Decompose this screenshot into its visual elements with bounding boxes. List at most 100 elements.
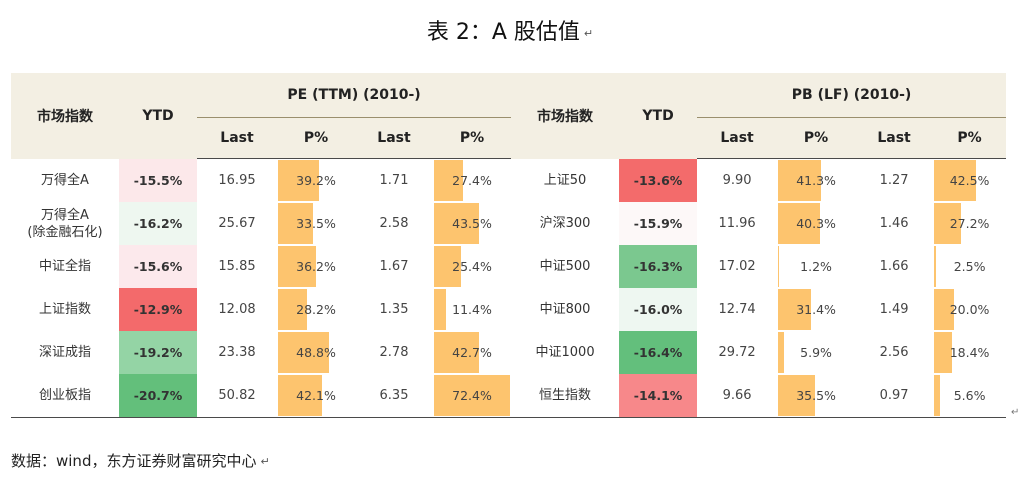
right-first-pct-cell-fill — [778, 203, 821, 244]
left-index-name: 中证全指 — [38, 259, 91, 274]
left-ytd-cell: -19.2% — [119, 331, 197, 374]
second-pct-cell-value: 72.4% — [452, 387, 492, 403]
pe-last-cell: 16.95 — [218, 173, 256, 188]
pb-pct-cell: 27.2% — [933, 202, 1006, 245]
right-first-pct-cell: 5.9% — [777, 331, 855, 374]
right-first-pct-cell-fill — [778, 246, 780, 287]
second-pct-cell-fill — [434, 375, 510, 416]
second-pct-cell: 27.4% — [433, 159, 511, 203]
pe-pct-cell-fill — [278, 160, 319, 201]
right-ytd-cell: -16.4% — [619, 331, 698, 374]
source-text: 数据：wind，东方证券财富研究中心 — [11, 452, 257, 470]
second-pct-cell-fill — [434, 160, 463, 201]
right-index-name: 恒生指数 — [511, 374, 620, 418]
left-ytd-cell: -15.5% — [119, 158, 197, 202]
right-first-pct-cell-fill — [778, 160, 822, 201]
second-pct-cell-value: 11.4% — [452, 301, 492, 317]
left-index-name: 万得全A — [41, 172, 89, 188]
pb-last-cell: 2.56 — [879, 345, 909, 360]
left-ytd-cell: -16.2% — [119, 202, 197, 245]
source-note: 数据：wind，东方证券财富研究中心 ↵ — [11, 450, 270, 471]
second-pct-cell-value: 27.4% — [452, 172, 492, 188]
second-last-cell: 1.71 — [379, 173, 409, 188]
left-index-name: 深证成指 — [38, 345, 91, 360]
right-ytd-cell: -16.0% — [619, 288, 698, 331]
second-pct-cell: 25.4% — [433, 245, 511, 288]
pe-pct-cell-value: 39.2% — [296, 172, 336, 188]
header-pct: P% — [277, 117, 355, 159]
right-first-pct-cell-fill — [778, 375, 816, 416]
pb-last-cell: 1.27 — [879, 173, 909, 188]
second-last-cell: 2.78 — [379, 345, 409, 360]
right-first-pct-cell-value: 5.9% — [800, 344, 832, 360]
right-first-pct-cell: 40.3% — [777, 202, 855, 245]
table-row: 万得全A (除金融石化) -16.2% 25.67 33.5% 2.58 43.5% 沪深3… — [11, 202, 1006, 245]
pb-pct-cell-value: 18.4% — [949, 344, 990, 360]
header-last: Last — [855, 117, 934, 159]
pe-pct-cell-fill — [278, 203, 313, 244]
pe-pct-cell: 36.2% — [277, 245, 355, 288]
pb-pct-cell-value: 27.2% — [949, 215, 990, 231]
pe-pct-cell-value: 36.2% — [296, 258, 336, 274]
second-pct-cell-value: 42.7% — [452, 344, 492, 360]
left-ytd-cell: -12.9% — [119, 288, 197, 331]
table-body: 万得全A -15.5% 16.95 39.2% 1.71 27.4% 上证50 -13.6% 9… — [11, 158, 1007, 418]
pb-last-cell: 1.66 — [879, 259, 909, 274]
table-row: 万得全A -15.5% 16.95 39.2% 1.71 27.4% 上证50 -13.6% 9… — [11, 158, 1006, 203]
second-pct-cell-fill — [434, 289, 446, 330]
right-index-name: 上证50 — [543, 172, 587, 188]
right-first-last-cell: 9.66 — [697, 374, 778, 418]
right-first-pct-cell: 31.4% — [777, 288, 855, 331]
right-index-name: 中证500 — [539, 259, 591, 274]
pb-pct-cell-value: 20.0% — [949, 301, 990, 317]
header-pb-group-right: PB (LF) (2010-) — [697, 73, 1007, 118]
table-row: 深证成指 -19.2% 23.38 48.8% 2.78 42.7% 中证1000 -16.4… — [11, 331, 1006, 374]
pb-pct-cell-fill — [934, 289, 954, 330]
right-first-pct-cell: 41.3% — [777, 159, 855, 203]
left-index-name: 创业板指 — [11, 374, 119, 418]
pe-pct-cell: 33.5% — [277, 202, 355, 245]
right-first-pct-cell-fill — [778, 332, 785, 373]
header-last: Last — [197, 117, 277, 159]
second-pct-cell: 11.4% — [433, 288, 511, 331]
second-pct-cell-value: 25.4% — [452, 258, 492, 274]
table-title: 表 2：A 股估值 ↵ — [0, 14, 1020, 46]
right-index-name: 沪深300 — [539, 216, 591, 231]
left-ytd-cell: -20.7% — [119, 374, 197, 418]
second-pct-cell-fill — [434, 203, 480, 244]
second-last-cell: 2.58 — [379, 216, 409, 231]
table-row: 创业板指 -20.7% 50.82 42.1% 6.35 72.4% 恒生指数 -14.1% 9… — [11, 374, 1007, 418]
right-first-pct-cell-fill — [778, 289, 811, 330]
header-index-left: 市场指数 — [11, 73, 119, 159]
header-pe-group-left: PE (TTM) (2010-) — [197, 73, 512, 118]
right-first-pct-cell: 35.5% — [777, 374, 856, 418]
second-pct-cell-value: 43.5% — [452, 215, 492, 231]
header-pct: P% — [777, 117, 856, 159]
pe-pct-cell-fill — [278, 289, 308, 330]
pe-last-cell: 25.67 — [218, 216, 256, 231]
right-ytd-cell: -13.6% — [619, 158, 698, 202]
header-ytd-left: YTD — [119, 73, 197, 159]
pe-pct-cell-fill — [278, 332, 329, 373]
pe-pct-cell-fill — [278, 375, 322, 416]
pe-pct-cell-value: 33.5% — [296, 215, 336, 231]
table-row: 中证全指 -15.6% 15.85 36.2% 1.67 25.4% 中证500 -16.3%… — [11, 245, 1006, 288]
pe-pct-cell: 39.2% — [277, 159, 355, 203]
pb-pct-cell: 2.5% — [933, 245, 1006, 288]
table-row: 上证指数 -12.9% 12.08 28.2% 1.35 11.4% 中证800 -16.0%… — [11, 288, 1006, 331]
second-last-cell: 1.35 — [379, 302, 409, 317]
right-index-name: 中证1000 — [535, 345, 595, 360]
pe-pct-cell: 48.8% — [277, 331, 355, 374]
pb-pct-cell-value: 2.5% — [953, 258, 986, 274]
right-first-pct-cell-value: 35.5% — [796, 387, 836, 403]
right-first-pct-cell-value: 41.3% — [796, 172, 836, 188]
right-index-name: 中证800 — [539, 302, 591, 317]
pb-pct-cell-value: 42.5% — [949, 172, 990, 188]
pe-last-cell: 50.82 — [197, 374, 277, 418]
second-last-cell: 1.67 — [379, 259, 409, 274]
second-last-cell: 6.35 — [355, 374, 433, 418]
return-mark: ↵ — [583, 26, 594, 40]
second-pct-cell-fill — [434, 332, 479, 373]
pe-pct-cell-value: 28.2% — [296, 301, 336, 317]
right-first-last-cell: 17.02 — [718, 259, 756, 274]
